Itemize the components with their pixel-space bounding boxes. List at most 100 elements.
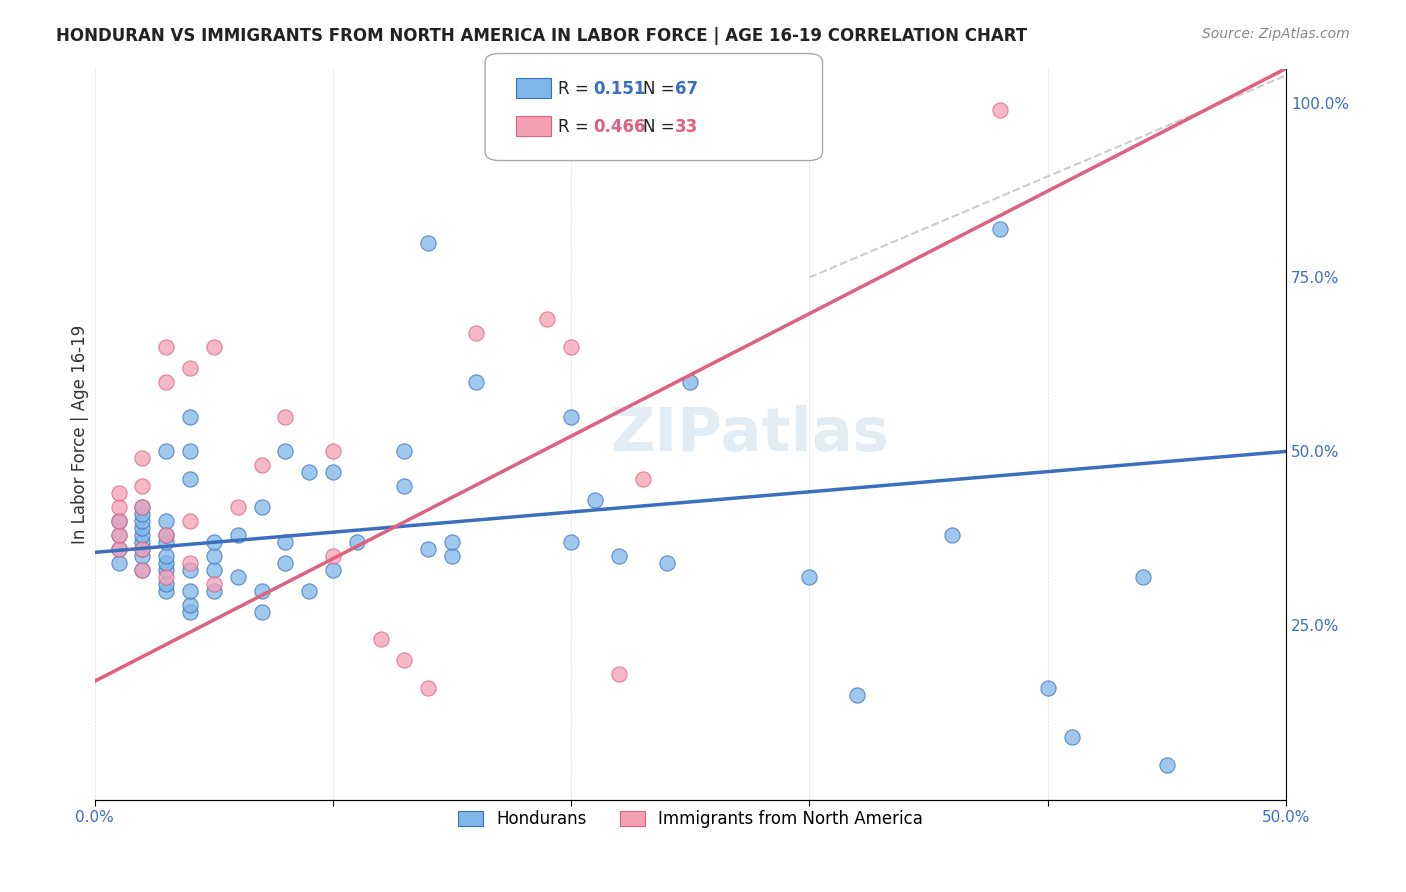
Point [418,681,440,695]
Point [679,375,702,389]
Point [131,521,153,535]
Text: R =: R = [558,118,595,136]
Point [583,493,606,508]
Point [179,444,201,458]
Point [1036,681,1059,695]
Point [1156,757,1178,772]
Point [988,221,1011,235]
Point [179,598,201,612]
Point [394,479,416,493]
Text: 33: 33 [675,118,699,136]
Point [322,465,344,479]
Legend: Hondurans, Immigrants from North America: Hondurans, Immigrants from North America [451,804,929,835]
Point [846,688,869,702]
Point [107,541,129,556]
Point [202,563,225,577]
Point [131,541,153,556]
Point [250,458,273,473]
Point [155,549,177,563]
Point [155,583,177,598]
Point [179,556,201,570]
Point [560,340,582,354]
Point [131,549,153,563]
Point [394,444,416,458]
Point [107,528,129,542]
Point [250,500,273,515]
Point [155,570,177,584]
Point [179,409,201,424]
Point [155,340,177,354]
Point [179,472,201,486]
Y-axis label: In Labor Force | Age 16-19: In Labor Force | Age 16-19 [72,325,89,543]
Point [394,653,416,667]
Point [107,500,129,515]
Point [202,583,225,598]
Point [465,326,488,340]
Point [107,556,129,570]
Point [1132,570,1154,584]
Point [418,541,440,556]
Point [441,535,464,549]
Point [179,360,201,375]
Point [155,528,177,542]
Point [370,632,392,647]
Point [131,528,153,542]
Point [346,535,368,549]
Point [988,103,1011,118]
Point [131,541,153,556]
Point [560,535,582,549]
Point [202,535,225,549]
Point [202,549,225,563]
Point [107,514,129,528]
Point [274,444,297,458]
Point [799,570,821,584]
Point [155,576,177,591]
Point [155,563,177,577]
Point [226,528,249,542]
Point [465,375,488,389]
Point [155,514,177,528]
Point [322,549,344,563]
Point [155,535,177,549]
Point [155,528,177,542]
Point [131,479,153,493]
Point [131,563,153,577]
Point [274,535,297,549]
Point [250,583,273,598]
Point [322,444,344,458]
Point [655,556,678,570]
Point [107,528,129,542]
Point [131,535,153,549]
Text: Source: ZipAtlas.com: Source: ZipAtlas.com [1202,27,1350,41]
Point [131,563,153,577]
Text: 0.151: 0.151 [593,80,645,98]
Point [226,500,249,515]
Point [107,486,129,500]
Point [560,409,582,424]
Point [441,549,464,563]
Point [107,514,129,528]
Point [607,549,630,563]
Point [155,375,177,389]
Text: 0.466: 0.466 [593,118,645,136]
Point [179,605,201,619]
Point [226,570,249,584]
Point [631,472,654,486]
Text: N =: N = [643,80,679,98]
Point [274,556,297,570]
Point [536,312,558,326]
Point [131,500,153,515]
Point [131,451,153,466]
Point [250,605,273,619]
Point [155,556,177,570]
Point [418,235,440,250]
Point [107,541,129,556]
Point [941,528,963,542]
Point [179,514,201,528]
Point [298,465,321,479]
Point [274,409,297,424]
Point [131,507,153,521]
Point [131,500,153,515]
Point [322,563,344,577]
Point [202,576,225,591]
